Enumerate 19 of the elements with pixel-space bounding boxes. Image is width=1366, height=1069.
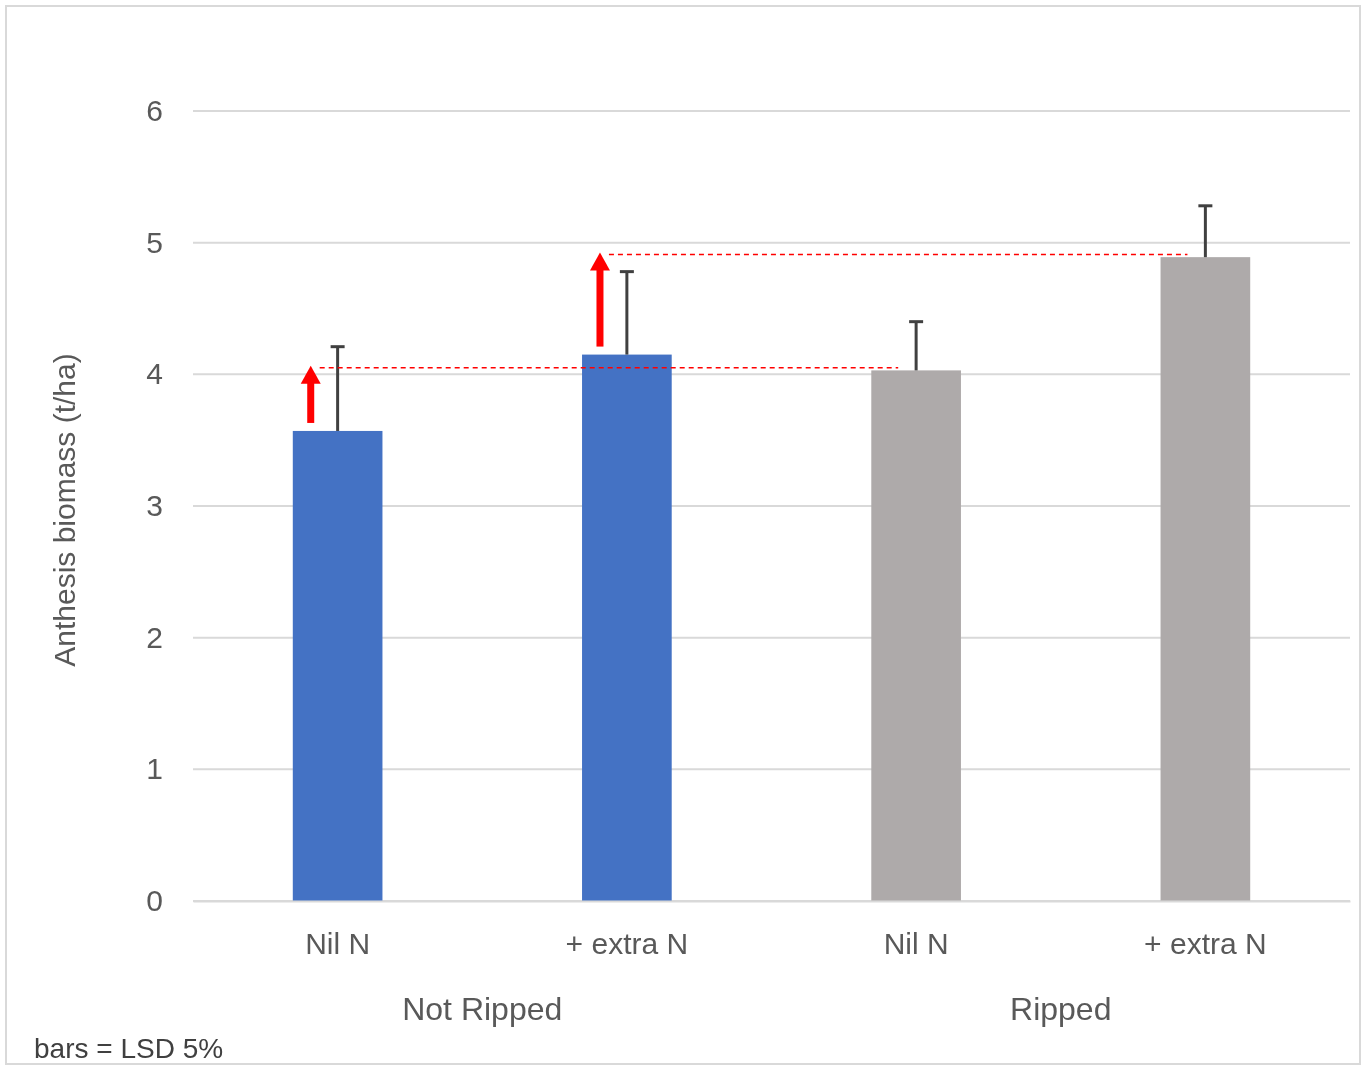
bar (1160, 257, 1251, 901)
y-tick-label: 3 (146, 489, 163, 523)
text: bars = LSD 5% (34, 1033, 224, 1064)
y-axis-title: Anthesis biomass (t/ha) (48, 353, 81, 667)
y-tick-label: 1 (146, 752, 163, 786)
y-tick-label: 5 (146, 225, 163, 259)
text: Not Ripped (402, 991, 563, 1027)
x-tick-label: Nil N (883, 927, 949, 961)
bar (292, 430, 383, 901)
x-tick-label: + extra N (565, 927, 689, 961)
x-tick-label: Nil N (305, 927, 371, 961)
bar (871, 370, 961, 901)
text: Ripped (1010, 991, 1112, 1027)
y-tick-label: 2 (146, 620, 163, 654)
y-tick-label: 4 (146, 357, 163, 391)
bar (582, 354, 672, 901)
y-tick-label: 0 (146, 884, 163, 918)
x-tick-label: + extra N (1144, 927, 1267, 961)
y-tick-label: 6 (146, 94, 163, 128)
